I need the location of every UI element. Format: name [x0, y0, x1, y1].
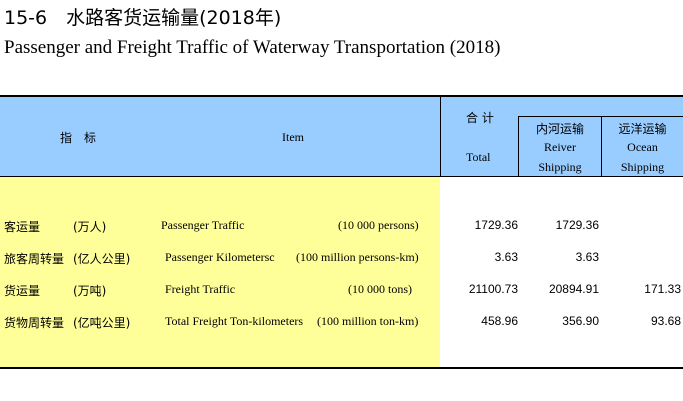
- row-item: Freight Traffic: [165, 282, 236, 296]
- row-item: Passenger Kilometersc: [165, 250, 275, 264]
- row-unit-cn: (亿吨公里): [73, 316, 131, 330]
- indicator-column-background: [0, 177, 440, 367]
- row-inland: 20894.91: [548, 282, 599, 296]
- header-ocean-en-2: Shipping: [620, 160, 665, 174]
- subheader-rule: [518, 116, 683, 117]
- row-label-cn: 货物周转量: [4, 316, 65, 330]
- inland-ocean-divider: [601, 116, 602, 177]
- row-unit-en: (100 million persons-km): [296, 250, 419, 264]
- row-total: 3.63: [494, 250, 518, 264]
- header-inland-cn: 内河运输: [535, 122, 584, 136]
- row-label-cn: 货运量: [4, 284, 41, 298]
- table-bottom-rule: [0, 367, 683, 369]
- row-unit-cn: (亿人公里): [73, 252, 131, 266]
- item-total-divider: [440, 96, 441, 177]
- row-ocean: 93.68: [650, 314, 681, 328]
- row-unit-en: (10 000 tons): [348, 282, 412, 296]
- row-unit-en: (10 000 persons): [338, 218, 419, 232]
- row-label-cn: 客运量: [4, 220, 41, 234]
- header-item: Item: [282, 130, 304, 144]
- table-title-en: Passenger and Freight Traffic of Waterwa…: [4, 37, 501, 58]
- row-unit-cn: (万人): [73, 220, 107, 234]
- table-title-cn: 15-6 水路客货运输量(2018年): [4, 7, 282, 29]
- header-inland-en-2: Shipping: [538, 160, 582, 174]
- header-bottom-rule: [0, 176, 683, 177]
- header-inland-en-1: Reiver: [544, 140, 576, 154]
- row-total: 21100.73: [468, 282, 518, 296]
- header-ocean-cn: 远洋运输: [618, 122, 667, 136]
- row-ocean: 171.33: [644, 282, 681, 296]
- header-ocean-en-1: Ocean: [627, 140, 658, 154]
- header-total-cn: 合 计: [466, 111, 494, 125]
- header-total-en: Total: [466, 150, 491, 164]
- row-total: 1729.36: [474, 218, 518, 232]
- row-total: 458.96: [481, 314, 518, 328]
- row-item: Passenger Traffic: [161, 218, 245, 232]
- row-label-cn: 旅客周转量: [4, 252, 65, 266]
- row-unit-en: (100 million ton-km): [317, 314, 419, 328]
- header-indicator-cn: 指 标: [60, 131, 97, 145]
- row-inland: 3.63: [575, 250, 599, 264]
- row-inland: 1729.36: [555, 218, 599, 232]
- row-inland: 356.90: [562, 314, 599, 328]
- table-top-rule: [0, 95, 683, 97]
- row-item: Total Freight Ton-kilometers: [165, 314, 304, 328]
- total-inland-divider: [518, 116, 519, 177]
- row-unit-cn: (万吨): [73, 284, 107, 298]
- table-header-background: [0, 96, 683, 176]
